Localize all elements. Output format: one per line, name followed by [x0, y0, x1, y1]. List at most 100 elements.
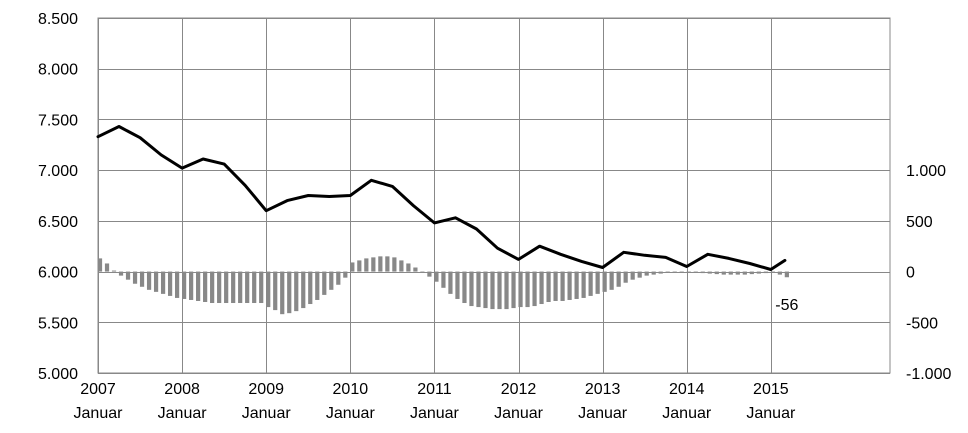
bar [189, 271, 194, 300]
right-tick-label: 1.000 [906, 163, 946, 180]
right-tick-label: 0 [906, 265, 915, 282]
bar [644, 271, 649, 276]
bar [469, 271, 474, 307]
bar [357, 260, 362, 272]
bar [770, 271, 775, 273]
bar [672, 271, 677, 273]
bar [749, 271, 754, 275]
left-tick-label: 5.500 [38, 315, 78, 332]
bar [700, 271, 705, 274]
left-tick-label: 6.500 [38, 214, 78, 231]
x-tick-year: 2015 [753, 381, 789, 398]
left-tick-label: 6.000 [38, 265, 78, 282]
x-axis-ticks: 2007 Januar 2008 Januar 2009 Januar 2010 Januar… [74, 381, 796, 422]
bar [224, 271, 229, 304]
bar [287, 271, 292, 314]
bar [329, 271, 334, 290]
bar [266, 271, 271, 308]
bar [441, 271, 446, 288]
x-tick-month: Januar [74, 405, 124, 422]
bar [686, 271, 691, 273]
bar [125, 271, 131, 280]
bar [139, 271, 145, 287]
x-tick-month: Januar [662, 405, 712, 422]
bar [146, 271, 152, 290]
bar [104, 263, 110, 272]
bar [497, 271, 502, 310]
bar [483, 271, 488, 309]
bar [455, 271, 460, 299]
bar [532, 271, 537, 307]
left-tick-label: 7.500 [38, 112, 78, 129]
bar [721, 271, 726, 275]
bar [574, 271, 579, 299]
bar [553, 271, 558, 301]
bar [567, 271, 572, 300]
x-tick-year: 2013 [585, 381, 621, 398]
x-tick-year: 2007 [80, 381, 116, 398]
bar [259, 271, 264, 304]
bar [392, 257, 397, 272]
bar [294, 271, 299, 312]
bar [742, 271, 747, 275]
bar [427, 271, 432, 277]
bar [623, 271, 628, 283]
bar [160, 271, 166, 294]
left-tick-label: 7.000 [38, 163, 78, 180]
bar [693, 271, 698, 273]
bar [637, 271, 642, 278]
right-tick-label: -500 [906, 315, 938, 332]
bar [609, 271, 614, 290]
bar [651, 271, 656, 275]
plot-area [97, 17, 891, 374]
bar [315, 271, 320, 300]
x-tick-month: Januar [494, 405, 544, 422]
bar [490, 271, 495, 310]
bar [385, 256, 390, 272]
bar [714, 271, 719, 275]
bar [581, 271, 586, 298]
bar-series [97, 256, 789, 315]
x-tick-month: Januar [578, 405, 628, 422]
gridlines [98, 18, 890, 374]
right-tick-label: -1.000 [906, 366, 951, 383]
bar [153, 271, 159, 292]
bar [602, 271, 607, 292]
bar [511, 271, 516, 309]
bar-last-value-label: -56 [775, 297, 798, 314]
bar [679, 271, 684, 273]
bar [616, 271, 621, 287]
left-tick-label: 8.500 [38, 11, 78, 28]
bar [448, 271, 453, 294]
bar [735, 271, 740, 275]
bar [196, 271, 201, 301]
bar [280, 271, 285, 315]
bar [217, 271, 222, 304]
bar [245, 271, 250, 304]
bar [518, 271, 523, 308]
bar [182, 271, 187, 299]
bar [371, 257, 376, 272]
bar [707, 271, 712, 274]
bar [231, 271, 236, 304]
left-tick-label: 5.000 [38, 366, 78, 383]
bar [756, 271, 761, 274]
bar [420, 271, 425, 273]
bar [539, 271, 544, 305]
x-tick-year: 2012 [501, 381, 537, 398]
x-tick-year: 2009 [248, 381, 284, 398]
bar [406, 263, 411, 272]
bar [462, 271, 467, 304]
x-tick-month: Januar [326, 405, 376, 422]
bar [728, 271, 733, 275]
bar [504, 271, 509, 310]
bar [777, 271, 782, 275]
bar [364, 258, 369, 272]
left-tick-label: 8.000 [38, 62, 78, 79]
bar [476, 271, 481, 308]
bar [174, 271, 180, 298]
bar [630, 271, 635, 280]
bar [273, 271, 278, 311]
bar [118, 271, 124, 276]
